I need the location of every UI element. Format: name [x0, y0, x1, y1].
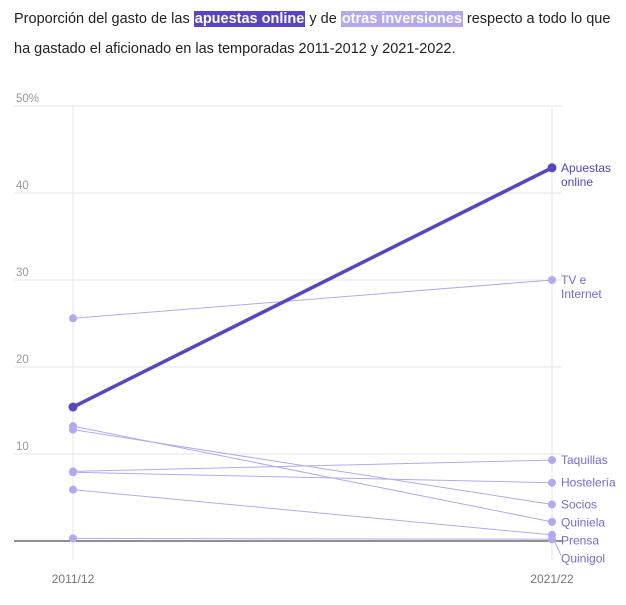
series-line-quiniela — [72, 425, 553, 523]
y-tick-label-50: 50% — [16, 93, 39, 105]
series-label-socios: Socios — [561, 497, 597, 511]
point-socios-end — [548, 500, 556, 509]
point-quiniela-start — [69, 422, 77, 431]
series-line-apuestas-online — [72, 166, 553, 409]
point-tv-e-internet-start — [69, 314, 77, 323]
title-part-1: Proporción del gasto de las — [14, 11, 194, 27]
point-quinigol-start — [69, 534, 77, 543]
series-label-tv-e-internet: TV e Internet — [561, 273, 602, 301]
point-apuestas-online-start — [68, 402, 78, 412]
x-tick-label-1: 2021/22 — [530, 572, 574, 586]
label-leader-quinigol — [554, 542, 562, 556]
y-tick-label-30: 30 — [16, 267, 29, 279]
title-highlight-otras: otras inversiones — [340, 11, 463, 27]
title-part-3: respecto a todo lo que ha gastado el afi… — [14, 11, 611, 57]
point-prensa-start — [69, 485, 77, 494]
point-hosteleria-end — [548, 478, 556, 487]
y-tick-label-40: 40 — [16, 180, 29, 192]
series-line-quinigol — [72, 537, 553, 540]
y-tick-label-20: 20 — [16, 354, 29, 366]
title-highlight-apuestas: apuestas online — [193, 11, 306, 27]
series-label-quinigol: Quinigol — [561, 551, 605, 565]
chart-title: Proporción del gasto de las apuestas onl… — [14, 4, 614, 64]
y-tick-label-10: 10 — [16, 441, 29, 453]
series-label-prensa: Prensa — [561, 533, 599, 547]
point-apuestas-online-end — [547, 163, 557, 173]
series-line-prensa — [72, 489, 553, 536]
series-line-taquillas — [72, 459, 553, 472]
series-line-hosteleria — [72, 471, 553, 484]
point-taquillas-end — [548, 456, 556, 465]
point-quinigol-end — [548, 535, 556, 544]
series-label-quiniela: Quiniela — [561, 515, 605, 529]
series-line-tv-e-internet — [72, 279, 553, 319]
series-label-hosteleria: Hostelería — [561, 476, 616, 490]
point-hosteleria-start — [69, 468, 77, 477]
x-tick-label-0: 2011/12 — [52, 572, 95, 586]
series-label-taquillas: Taquillas — [561, 453, 608, 467]
series-label-apuestas-online: Apuestas online — [561, 161, 611, 189]
title-part-2: y de — [305, 11, 341, 27]
point-tv-e-internet-end — [548, 276, 556, 284]
point-quiniela-end — [548, 517, 556, 526]
